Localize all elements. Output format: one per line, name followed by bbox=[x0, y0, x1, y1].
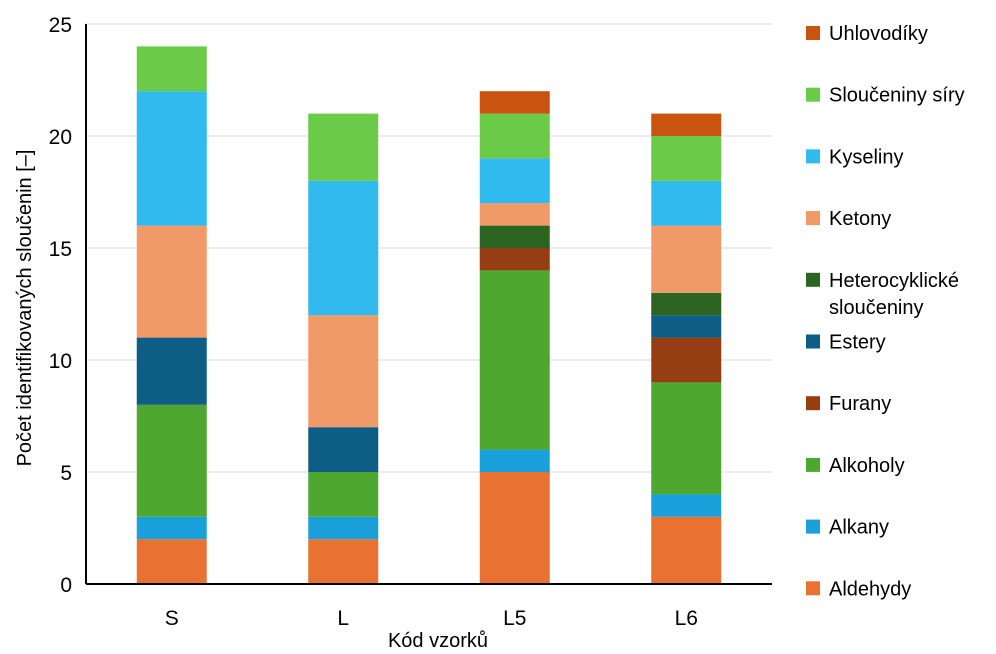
bar-segment bbox=[479, 203, 550, 226]
x-tick-label: L5 bbox=[503, 607, 526, 630]
bars bbox=[136, 46, 722, 584]
legend-swatch bbox=[806, 87, 820, 102]
x-axis-ticks: S L L5 L6 bbox=[165, 607, 698, 630]
bar-segment bbox=[136, 539, 207, 584]
legend-swatch bbox=[806, 149, 820, 164]
legend-swatch bbox=[806, 26, 820, 40]
legend-label: Heterocyklické sloučeniny bbox=[829, 270, 959, 319]
y-tick-label: 0 bbox=[60, 574, 72, 597]
bar-segment bbox=[479, 113, 550, 159]
bar-segment bbox=[308, 539, 379, 584]
legend-swatch bbox=[806, 211, 820, 226]
y-tick-label: 25 bbox=[49, 14, 72, 37]
legend-swatch bbox=[806, 272, 820, 287]
bar-segment bbox=[651, 337, 722, 383]
x-axis-title: Kód vzorků bbox=[388, 630, 488, 652]
bar-segment bbox=[308, 472, 379, 517]
bar-segment bbox=[479, 449, 550, 472]
bar-segment bbox=[651, 180, 722, 226]
bar-segment bbox=[136, 46, 207, 92]
bar-segment bbox=[479, 91, 550, 114]
y-axis-ticks: 0 5 10 15 20 25 bbox=[49, 14, 72, 597]
bar-segment bbox=[136, 516, 207, 540]
legend-label: Alkany bbox=[829, 517, 889, 539]
bar-segment bbox=[479, 158, 550, 204]
y-axis-title: Počet identifikovaných sloučenin [–] bbox=[14, 150, 36, 467]
legend-label: Sloučeniny síry bbox=[829, 85, 965, 107]
bar-segment bbox=[136, 337, 207, 405]
x-tick-label: L6 bbox=[675, 607, 698, 630]
bar-segment bbox=[651, 225, 722, 293]
y-tick-label: 10 bbox=[49, 350, 72, 373]
bar-segment bbox=[308, 315, 379, 428]
legend-swatch bbox=[806, 519, 820, 534]
bar-segment bbox=[651, 136, 722, 181]
bar-segment bbox=[651, 516, 722, 584]
bar-segment bbox=[136, 91, 207, 226]
legend-label: Ketony bbox=[829, 208, 891, 230]
bar-segment bbox=[308, 516, 379, 540]
bar-segment bbox=[308, 427, 379, 472]
legend-swatch bbox=[806, 581, 820, 596]
legend-label: Aldehydy bbox=[829, 578, 911, 600]
x-tick-label: S bbox=[165, 607, 179, 630]
bar-segment bbox=[308, 113, 379, 181]
y-tick-label: 20 bbox=[49, 126, 72, 149]
bar-segment bbox=[308, 180, 379, 316]
bar-segment bbox=[136, 404, 207, 517]
bar-segment bbox=[651, 315, 722, 338]
bar-segment bbox=[479, 248, 550, 271]
bar-segment bbox=[479, 472, 550, 584]
legend: Uhlovodíky Sloučeniny síry Kyseliny Ketony H… bbox=[806, 23, 965, 600]
y-tick-label: 15 bbox=[49, 238, 72, 261]
bar-segment bbox=[479, 270, 550, 450]
bar-segment bbox=[651, 292, 722, 316]
bar-segment bbox=[651, 494, 722, 517]
legend-label: Alkoholy bbox=[829, 455, 905, 477]
legend-swatch bbox=[806, 457, 820, 472]
legend-label: Furany bbox=[829, 393, 891, 415]
y-tick-label: 5 bbox=[60, 462, 72, 485]
legend-label: Kyseliny bbox=[829, 146, 903, 168]
x-tick-label: L bbox=[337, 607, 349, 630]
legend-swatch bbox=[806, 334, 820, 349]
legend-label: Estery bbox=[829, 332, 886, 354]
legend-swatch bbox=[806, 396, 820, 411]
bar-segment bbox=[479, 225, 550, 248]
bar-segment bbox=[651, 382, 722, 495]
bar-segment bbox=[651, 113, 722, 136]
bar-segment bbox=[136, 225, 207, 338]
legend-label: Uhlovodíky bbox=[829, 23, 928, 45]
